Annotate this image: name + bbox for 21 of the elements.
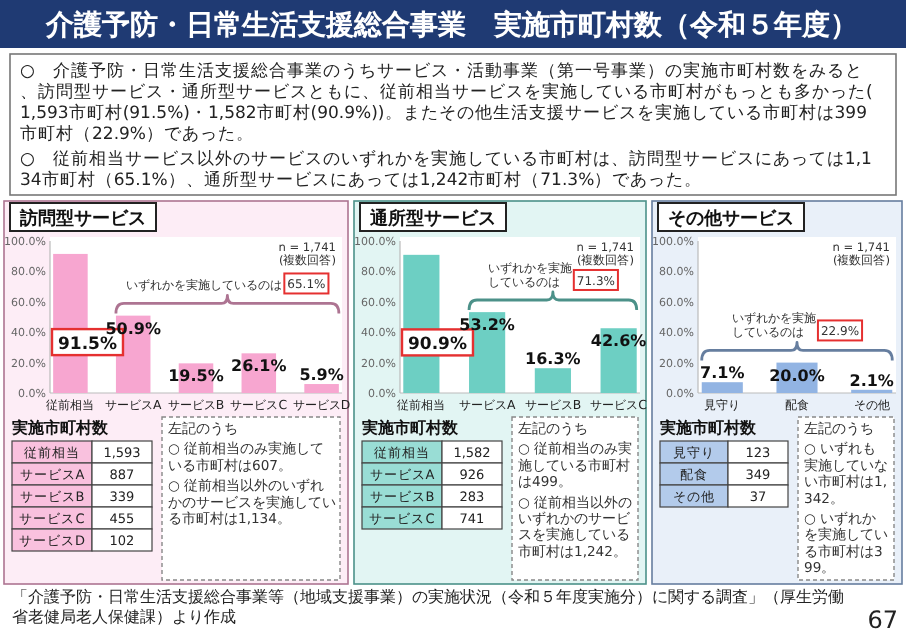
data-label: 16.3%	[525, 350, 581, 369]
text: 実施市町村数	[360, 417, 460, 437]
data-label: 90.9%	[407, 335, 468, 356]
chart-title: 通所型サービス	[368, 208, 496, 230]
data-label: 91.5%	[57, 335, 118, 356]
data-label: 2.1%	[849, 371, 894, 390]
chart-title: その他サービス	[668, 208, 794, 230]
chart-title: 訪問型サービス	[18, 208, 146, 230]
data-label: 20.0%	[769, 366, 825, 385]
text: 67	[867, 606, 898, 634]
data-label: 5.9%	[299, 366, 344, 385]
text: 「介護予防・日常生活支援総合事業等（地域支援事業）の実施状況（令和５年度実施分）に関する調査」（厚生労働省老健局老人保健課）より作成	[12, 588, 844, 626]
text: ○ 従前相当サービス以外のサービスのいずれかを実施している市町村は、訪問型サービスにあっては1,134市町村（65.1%）、通所型サービスにあっては1,242市町村（71.3%）であった。	[20, 148, 872, 191]
text: 実施市町村数	[658, 417, 758, 437]
text: 介護予防・日常生活支援総合事業 実施市町村数（令和５年度）	[44, 8, 858, 42]
data-label: 7.1%	[700, 364, 745, 383]
text: ○ 介護予防・日常生活支援総合事業のうちサービス・活動事業（第一号事業）の実施市町村数をみると、訪問型サービス・通所型サービスともに、従前相当サービスを実施している市町村がもっとも多かった(1,593市町村(91.5%)・1,582市町村(90.9%))。またその他生活支援サービスを実施している市町村は399市町村（22.9%）であった。	[20, 60, 873, 145]
data-label: 19.5%	[168, 367, 224, 386]
data-label: 50.9%	[105, 319, 161, 338]
data-label: 26.1%	[231, 357, 287, 376]
text: 実施市町村数	[10, 417, 110, 437]
